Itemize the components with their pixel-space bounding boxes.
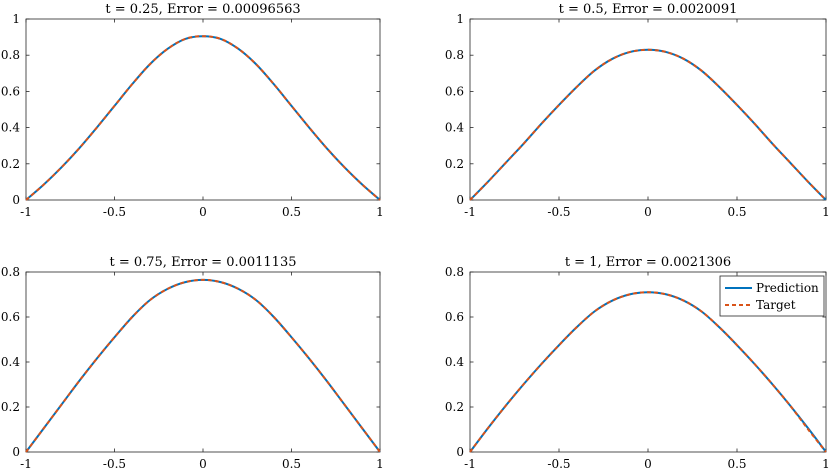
series-line-target: [469, 291, 827, 453]
subplot-3: -1 -0.5 0 0.5 1 0 0.2 0.4 0.6 0.8 t = 0.75, Error …: [1, 255, 384, 471]
x-tick-label: 0: [644, 457, 652, 471]
subplot-1: -1 -0.5 0 0.5 1 0 0.2 0.4 0.6 0.8 1 t = 0.25, Error…: [1, 2, 384, 219]
y-tick-label: 0.8: [1, 265, 20, 279]
x-tick-label: -1: [20, 205, 32, 219]
y-tick-label: 1: [456, 12, 464, 26]
y-tick-label: 0.2: [445, 157, 464, 171]
subplot-title: t = 0.5, Error = 0.0020091: [559, 2, 738, 17]
x-tick-label: 0: [644, 205, 652, 219]
series-line-target: [469, 48, 827, 201]
y-tick-label: 0: [12, 193, 20, 207]
x-tick-label: 0.5: [727, 205, 746, 219]
axes-box: [469, 18, 827, 201]
series-line-target: [25, 278, 381, 453]
y-tick-label: 0.6: [1, 84, 20, 98]
subplot-4: -1 -0.5 0 0.5 1 0 0.2 0.4 0.6 0.8 t = 1, Error = 0…: [445, 255, 830, 471]
x-tick-label: 1: [376, 205, 384, 219]
y-tick-label: 0.4: [1, 121, 20, 135]
subplot-title: t = 0.25, Error = 0.00096563: [105, 2, 300, 17]
y-tick-label: 0.8: [1, 48, 20, 62]
x-tick-label: 0: [199, 205, 207, 219]
y-tick-label: 0.2: [1, 157, 20, 171]
series-line-target: [25, 35, 381, 201]
x-tick-label: -0.5: [547, 205, 570, 219]
y-tick-label: 0: [456, 193, 464, 207]
axes-box: [25, 271, 381, 453]
y-tick-label: 0.8: [445, 265, 464, 279]
y-tick-label: 0.4: [445, 355, 464, 369]
y-tick-label: 0: [456, 445, 464, 459]
axes-box: [25, 18, 381, 201]
x-tick-label: -0.5: [547, 457, 570, 471]
legend: Prediction Target: [719, 275, 825, 317]
y-tick-label: 0: [12, 445, 20, 459]
x-tick-label: 0.5: [727, 457, 746, 471]
y-tick-label: 0.2: [445, 400, 464, 414]
legend-box: [719, 275, 825, 317]
x-tick-label: 1: [822, 205, 830, 219]
x-tick-label: -0.5: [103, 457, 126, 471]
y-tick-label: 0.4: [445, 121, 464, 135]
legend-label-prediction: Prediction: [756, 281, 819, 295]
subplot-title: t = 1, Error = 0.0021306: [565, 255, 731, 270]
x-tick-label: 1: [822, 457, 830, 471]
y-tick-label: 0.8: [445, 48, 464, 62]
subplot-2: -1 -0.5 0 0.5 1 0 0.2 0.4 0.6 0.8 1 t = 0.5, Error …: [445, 2, 830, 219]
subplot-title: t = 0.75, Error = 0.0011135: [109, 255, 296, 270]
x-tick-label: -1: [20, 457, 32, 471]
y-tick-label: 1: [12, 12, 20, 26]
x-tick-label: -0.5: [103, 205, 126, 219]
y-tick-label: 0.6: [1, 310, 20, 324]
x-tick-label: 0.5: [282, 205, 301, 219]
y-tick-label: 0.6: [445, 310, 464, 324]
legend-label-target: Target: [756, 298, 796, 312]
x-tick-label: -1: [464, 457, 476, 471]
x-tick-label: 1: [376, 457, 384, 471]
y-tick-label: 0.6: [445, 84, 464, 98]
x-tick-label: -1: [464, 205, 476, 219]
x-tick-label: 0: [199, 457, 207, 471]
y-tick-label: 0.2: [1, 400, 20, 414]
y-tick-label: 0.4: [1, 355, 20, 369]
x-tick-label: 0.5: [282, 457, 301, 471]
